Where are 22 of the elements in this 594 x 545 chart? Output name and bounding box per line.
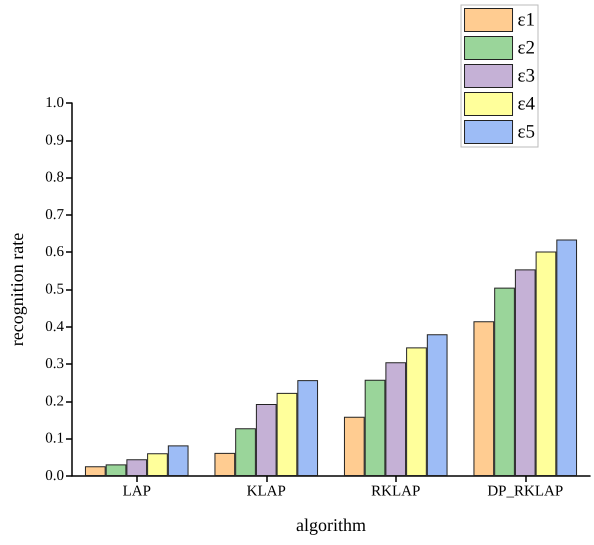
y-tick-label: 0.1	[45, 430, 64, 447]
y-tick-label: 0.9	[45, 132, 64, 148]
y-tick-label: 0.6	[45, 244, 64, 260]
y-tick-label: 0.8	[45, 170, 64, 186]
legend-label: ε4	[518, 94, 536, 114]
legend-label: ε1	[518, 10, 536, 30]
x-tick-label: RKLAP	[371, 484, 420, 500]
x-tick-label: DP_RKLAP	[487, 484, 564, 500]
y-tick-label: 0.0	[45, 468, 64, 484]
x-tick-label: KLAP	[246, 484, 286, 500]
legend-label: ε2	[518, 38, 536, 58]
y-tick-label: 0.2	[45, 393, 64, 410]
y-tick-label: 0.5	[45, 282, 64, 298]
y-tick-label: 1.0	[45, 95, 64, 111]
x-tick-label: LAP	[122, 484, 151, 500]
y-axis-title: recognition rate	[7, 232, 27, 346]
x-axis-title: algorithm	[296, 515, 366, 535]
y-tick-label: 0.4	[45, 318, 64, 335]
legend-label: ε5	[518, 122, 536, 142]
y-tick-label: 0.3	[45, 356, 64, 372]
legend-label: ε3	[518, 66, 536, 86]
y-tick-label: 0.7	[45, 206, 64, 223]
